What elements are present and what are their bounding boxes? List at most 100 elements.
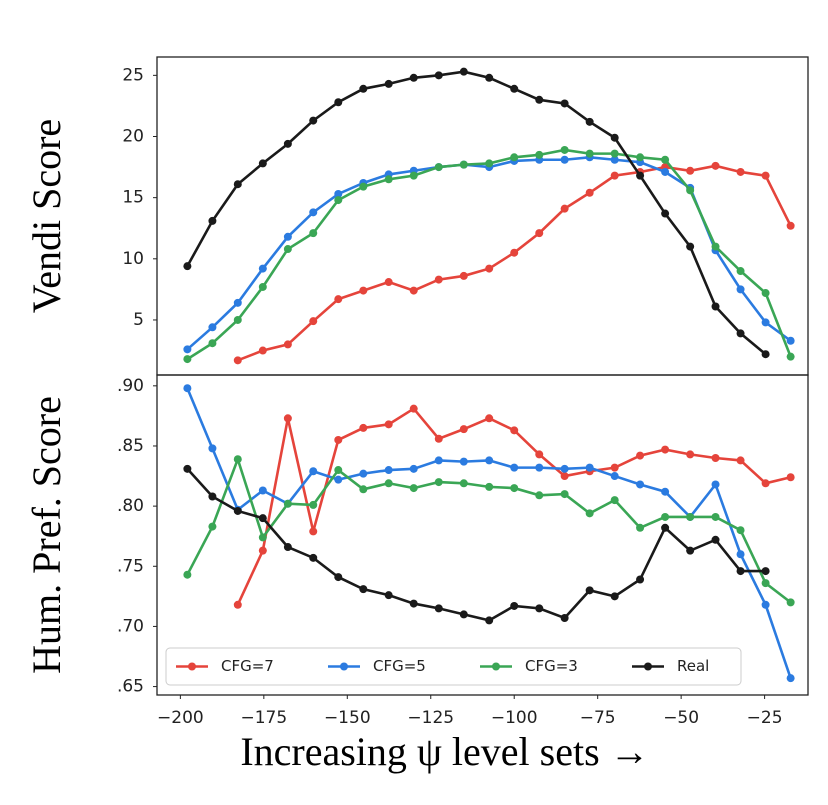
series-point — [233, 506, 242, 515]
series-line — [237, 164, 792, 362]
series-point — [786, 352, 795, 361]
series-point — [686, 450, 695, 459]
series-point — [309, 208, 318, 217]
y-tick-label: .70 — [117, 616, 144, 636]
series-point — [434, 478, 443, 487]
series-point — [736, 285, 745, 294]
series-point — [585, 149, 594, 158]
series-point — [636, 171, 645, 180]
series-point — [786, 598, 795, 607]
legend-marker — [340, 662, 348, 671]
y-tick-label: 25 — [122, 65, 144, 85]
series-point — [535, 491, 544, 500]
series-point — [359, 423, 368, 432]
series-point — [233, 600, 242, 609]
series-point — [510, 248, 519, 257]
series-point — [334, 189, 343, 198]
series-line — [236, 406, 791, 606]
series-point — [510, 601, 519, 610]
x-tick-label: −75 — [580, 708, 616, 728]
series-point — [610, 592, 619, 601]
series-point — [636, 523, 645, 532]
series-point — [736, 550, 745, 559]
series-point — [761, 289, 770, 298]
series-point — [485, 264, 494, 273]
series-point — [736, 456, 745, 465]
series-point — [409, 286, 418, 295]
series-point — [334, 196, 343, 205]
series-point — [258, 346, 267, 355]
series-point — [258, 533, 267, 542]
series-point — [786, 473, 795, 482]
series-point — [208, 323, 217, 332]
series-point — [535, 450, 544, 459]
series-point — [459, 160, 468, 169]
series-point — [409, 599, 418, 608]
series-point — [359, 286, 368, 295]
series-point — [510, 426, 519, 435]
x-tick-label: −175 — [240, 708, 287, 728]
y-tick-label: 5 — [133, 310, 144, 330]
series-point — [711, 512, 720, 521]
series-point — [761, 600, 770, 609]
series-point — [610, 171, 619, 180]
series-point — [434, 275, 443, 284]
series-point — [359, 469, 368, 478]
series-point — [208, 522, 217, 531]
x-tick-label: −200 — [157, 708, 204, 728]
y-axis-label: Vendi Score — [24, 119, 69, 313]
series-line — [186, 155, 792, 351]
series-point — [485, 456, 494, 465]
series-point — [636, 575, 645, 584]
series-point — [560, 490, 569, 499]
series-point — [283, 232, 292, 241]
series-point — [485, 616, 494, 625]
series-point — [283, 340, 292, 349]
legend-label: CFG=5 — [373, 657, 426, 675]
series-point — [233, 180, 242, 189]
series-point — [585, 509, 594, 518]
series-point — [309, 116, 318, 125]
series-point — [736, 329, 745, 338]
series-point — [334, 475, 343, 484]
series-point — [183, 464, 192, 473]
series-point — [585, 463, 594, 472]
series-point — [610, 463, 619, 472]
series-point — [459, 425, 468, 434]
series-point — [409, 171, 418, 180]
series-point — [258, 282, 267, 291]
series-point — [711, 454, 720, 463]
series-point — [560, 614, 569, 623]
series-point — [359, 84, 368, 93]
series-point — [560, 464, 569, 473]
legend-box — [165, 647, 742, 686]
series-point — [560, 155, 569, 164]
series-point — [610, 133, 619, 142]
series-point — [535, 463, 544, 472]
y-tick-label: .85 — [117, 436, 144, 456]
series-line — [186, 148, 792, 361]
series-point — [761, 567, 770, 576]
series-point — [334, 435, 343, 444]
y-tick-label: 15 — [122, 188, 144, 208]
series-point — [711, 535, 720, 544]
series-point — [283, 245, 292, 254]
x-tick-label: −125 — [407, 708, 454, 728]
series-point — [434, 434, 443, 443]
series-point — [736, 167, 745, 176]
series-point — [636, 480, 645, 489]
series-point — [183, 262, 192, 271]
series-point — [283, 543, 292, 552]
series-point — [585, 586, 594, 595]
series-point — [459, 67, 468, 76]
series-point — [434, 604, 443, 613]
series-point — [384, 175, 393, 184]
series-point — [711, 161, 720, 170]
series-point — [560, 472, 569, 481]
series-point — [384, 591, 393, 600]
series-point — [334, 573, 343, 582]
series-point — [736, 267, 745, 276]
series-point — [183, 355, 192, 364]
series-point — [661, 209, 670, 218]
series-point — [636, 153, 645, 162]
